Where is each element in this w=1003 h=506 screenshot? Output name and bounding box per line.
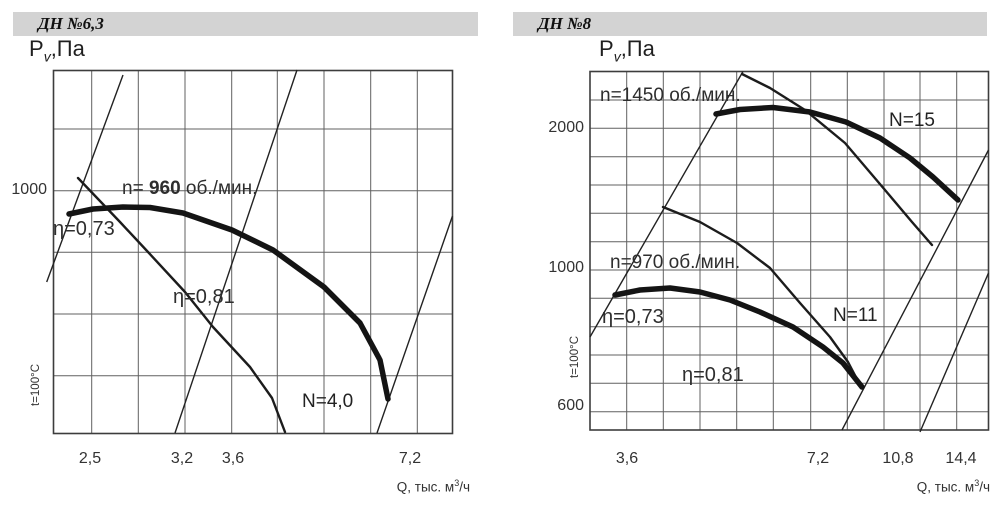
rpm-label-1450: n=1450 об./мин. xyxy=(600,85,741,106)
eta-073-label-left: η=0,73 xyxy=(53,218,115,240)
x-tick-108: 10,8 xyxy=(882,450,914,467)
x-tick-72-right: 7,2 xyxy=(806,450,830,467)
eta-line-mid xyxy=(174,69,298,434)
panel-title-left: ДН №6,3 xyxy=(38,14,104,33)
temperature-note-right: t=100°C xyxy=(569,335,581,378)
power-label-n11: N=11 xyxy=(833,305,878,326)
x-axis-title-right: Q, тыс. м3/ч xyxy=(916,478,990,495)
pressure-curve-970 xyxy=(612,285,865,390)
power-label-left: N=4,0 xyxy=(302,391,354,412)
plot-border xyxy=(589,70,990,431)
rpm-label-970: n=970 об./мин. xyxy=(610,252,741,273)
y-tick-2000: 2000 xyxy=(548,119,584,136)
panel-header-left: ДН №6,3 xyxy=(13,12,478,36)
y-axis-title-left: Pv,Па xyxy=(29,36,85,65)
x-tick-25: 2,5 xyxy=(78,450,102,467)
power-line-n15 xyxy=(919,272,990,433)
y-tick-1000-right: 1000 xyxy=(548,259,584,276)
x-axis-title-left: Q, тыс. м3/ч xyxy=(396,478,470,495)
eta-line-left xyxy=(46,74,124,283)
y-tick-600: 600 xyxy=(557,397,584,414)
eta-curve-970 xyxy=(661,205,862,387)
eta-curve-1450 xyxy=(740,72,934,247)
power-line-n11 xyxy=(841,149,990,431)
panel-title-right: ДН №8 xyxy=(538,14,592,33)
eta-081-label-right: η=0,81 xyxy=(682,364,744,386)
eta-081-label-left: η=0,81 xyxy=(173,286,235,308)
pressure-curve-1450 xyxy=(713,104,961,203)
temperature-note-left: t=100°C xyxy=(30,363,42,406)
x-tick-32: 3,2 xyxy=(170,450,194,467)
y-tick-1000-left: 1000 xyxy=(11,181,47,198)
eta-073-label-right: η=0,73 xyxy=(602,306,664,328)
rpm-label-left: n= 960 об./мин. xyxy=(122,178,258,199)
plot-border xyxy=(52,69,454,435)
y-axis-title-right: Pv,Па xyxy=(599,36,655,65)
x-tick-144: 14,4 xyxy=(945,450,977,467)
x-tick-36-left: 3,6 xyxy=(221,450,245,467)
power-label-n15: N=15 xyxy=(889,110,935,131)
x-tick-72-left: 7,2 xyxy=(398,450,422,467)
pressure-curve-960 xyxy=(66,204,391,402)
efficiency-curve xyxy=(76,176,287,434)
panel-header-right: ДН №8 xyxy=(513,12,987,36)
x-tick-36-right: 3,6 xyxy=(615,450,639,467)
